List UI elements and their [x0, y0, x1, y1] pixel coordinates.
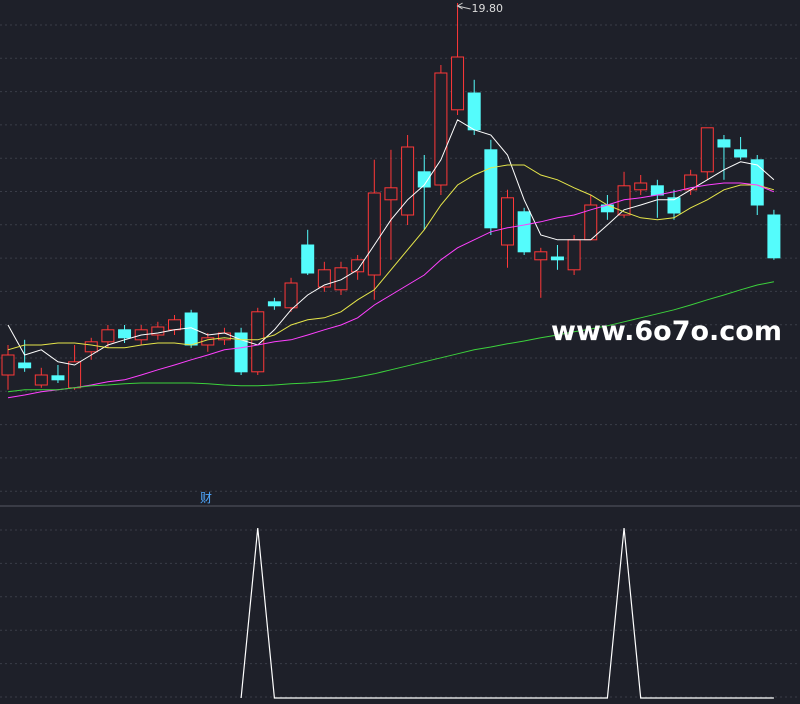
candle-body — [734, 149, 748, 158]
candle-body — [750, 159, 764, 206]
candle-body — [567, 239, 581, 271]
candle-body — [1, 354, 15, 376]
candle-body — [367, 192, 381, 276]
candle-body — [18, 362, 32, 369]
candle-body — [34, 374, 48, 386]
candle-body — [301, 244, 315, 274]
candle-body — [168, 319, 181, 331]
candle-body — [51, 375, 65, 381]
candle-body — [434, 72, 448, 186]
candle-body — [484, 149, 498, 229]
candle-body — [284, 282, 298, 309]
candle-body — [84, 341, 98, 353]
candle-body — [534, 251, 548, 261]
grid — [0, 24, 800, 698]
peak-label: 19.80 — [472, 2, 504, 15]
candle-body — [467, 92, 481, 131]
candle-body — [234, 332, 248, 373]
indicator-line — [240, 527, 774, 699]
candle-body — [251, 311, 265, 373]
candle-body — [717, 139, 731, 148]
moving-average-line — [7, 281, 774, 393]
candle-body — [417, 171, 431, 188]
moving-average-line — [7, 119, 775, 366]
marker-label: 财 — [200, 491, 212, 505]
candle-body — [118, 329, 132, 339]
candle-body — [451, 56, 465, 111]
candle-body — [184, 312, 198, 346]
candle-body — [617, 185, 631, 216]
candle-body — [101, 329, 115, 343]
candle-body — [68, 361, 82, 389]
candle-body — [634, 182, 648, 191]
annotation-arrow — [456, 2, 471, 10]
candle-body — [267, 301, 281, 307]
candle-body — [767, 214, 781, 259]
candle-body — [517, 211, 531, 253]
candle-body — [550, 256, 564, 261]
candle-body — [650, 185, 664, 196]
candle-body — [401, 146, 415, 216]
moving-average-line — [7, 182, 775, 399]
candle-body — [667, 197, 681, 214]
candle-body — [384, 187, 398, 201]
candle-body — [151, 326, 165, 336]
candle-body — [317, 269, 331, 288]
candle-body — [700, 127, 714, 173]
watermark: www.6o7o.com — [551, 316, 782, 347]
candle-body — [501, 197, 514, 246]
candle-body — [334, 267, 348, 291]
candle-body — [351, 259, 365, 273]
plot: 19.80 — [1, 2, 781, 699]
moving-average-line — [7, 164, 775, 351]
